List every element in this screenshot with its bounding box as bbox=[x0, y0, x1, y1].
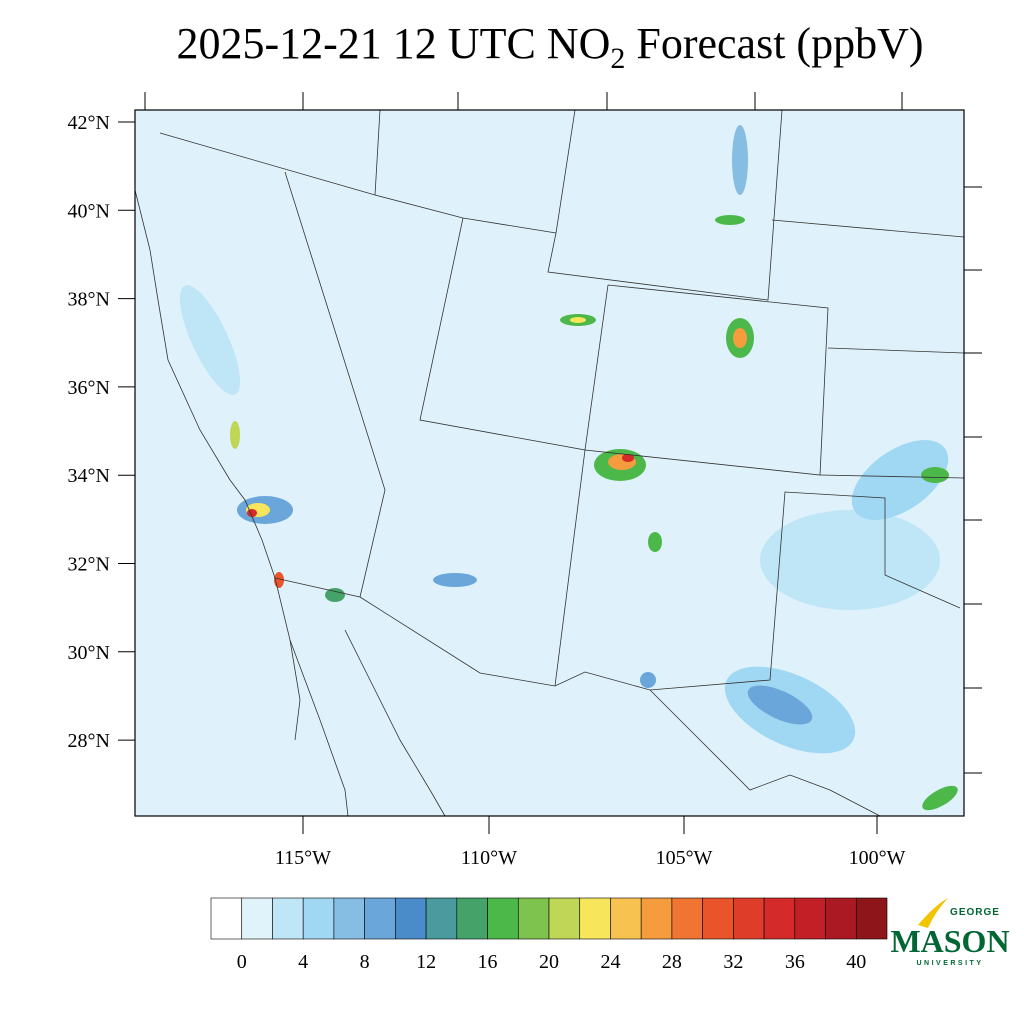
colorbar-label: 32 bbox=[723, 951, 743, 973]
lat-label: 42°N bbox=[68, 112, 110, 134]
colorbar: 0 4 8 12 16 20 24 28 32 36 40 bbox=[210, 897, 888, 973]
logo-bottom: UNIVERSITY bbox=[916, 960, 983, 967]
colorbar-box bbox=[241, 897, 273, 940]
colorbar-box bbox=[456, 897, 488, 940]
colorbar-box bbox=[395, 897, 427, 940]
colorbar-box bbox=[702, 897, 734, 940]
colorbar-box bbox=[825, 897, 857, 940]
colorbar-box bbox=[487, 897, 519, 940]
title: 2025-12-21 12 UTC NO2 Forecast (ppbV) bbox=[177, 19, 924, 75]
lat-label: 32°N bbox=[68, 554, 110, 576]
boundaries bbox=[134, 109, 965, 817]
colorbar-label: 16 bbox=[478, 951, 498, 973]
colorbar-label: 20 bbox=[539, 951, 559, 973]
colorbar-label: 0 bbox=[237, 951, 247, 973]
colorbar-box bbox=[272, 897, 304, 940]
colorbar-label: 12 bbox=[416, 951, 436, 973]
lat-label: 38°N bbox=[68, 289, 110, 311]
title-subscript: 2 bbox=[610, 42, 625, 75]
colorbar-box bbox=[517, 897, 550, 940]
colorbar-box bbox=[210, 897, 243, 940]
colorbar-box bbox=[579, 897, 611, 940]
colorbar-label: 24 bbox=[600, 951, 620, 973]
colorbar-label: 40 bbox=[846, 951, 866, 973]
colorbar-label: 28 bbox=[662, 951, 682, 973]
logo-name: MASON bbox=[890, 923, 1009, 959]
colorbar-box bbox=[425, 897, 458, 940]
colorbar-box bbox=[610, 897, 642, 940]
colorbar-box bbox=[640, 897, 673, 940]
lon-label: 115°W bbox=[275, 847, 331, 869]
lat-label: 28°N bbox=[68, 730, 110, 752]
colorbar-label: 8 bbox=[360, 951, 370, 973]
colorbar-box bbox=[302, 897, 335, 940]
title-rest: Forecast (ppbV) bbox=[625, 19, 923, 68]
lat-label: 30°N bbox=[68, 642, 110, 664]
colorbar-box bbox=[333, 897, 365, 940]
logo-top: GEORGE bbox=[950, 907, 1000, 918]
lat-label: 40°N bbox=[68, 200, 110, 222]
colorbar-box bbox=[763, 897, 796, 940]
lat-label: 34°N bbox=[68, 465, 110, 487]
colorbar-box bbox=[671, 897, 703, 940]
lon-label: 100°W bbox=[849, 847, 906, 869]
lat-label: 36°N bbox=[68, 377, 110, 399]
plumes bbox=[179, 125, 958, 811]
colorbar-label: 4 bbox=[298, 951, 308, 973]
map bbox=[134, 109, 965, 817]
colorbar-box bbox=[794, 897, 826, 940]
logo: GEORGE MASON UNIVERSITY bbox=[890, 898, 1010, 967]
colorbar-box bbox=[364, 897, 396, 940]
title-main: 2025-12-21 12 UTC NO bbox=[177, 19, 611, 68]
map-frame bbox=[134, 109, 965, 817]
colorbar-box bbox=[548, 897, 581, 940]
lon-label: 105°W bbox=[656, 847, 713, 869]
colorbar-box bbox=[855, 897, 888, 940]
lon-label: 110°W bbox=[461, 847, 517, 869]
colorbar-label: 36 bbox=[785, 951, 805, 973]
ticks: 42°N 40°N 38°N 36°N 34°N 32°N 30°N 28°N 115°W 110… bbox=[68, 92, 982, 869]
colorbar-box bbox=[733, 897, 765, 940]
